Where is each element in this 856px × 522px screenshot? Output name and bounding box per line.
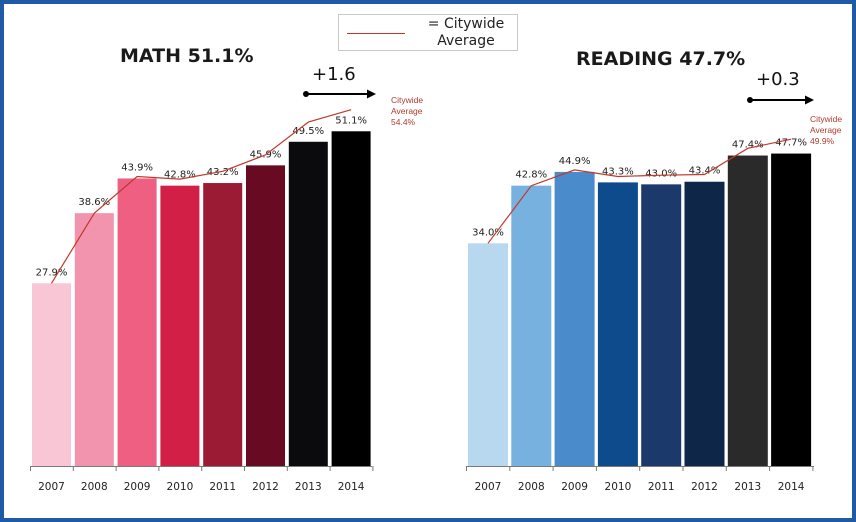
- reading-value-label: 34.0%: [472, 227, 504, 238]
- reading-x-tick-label: 2014: [778, 481, 805, 493]
- reading-citywide-line: [487, 138, 792, 244]
- math-x-tick-label: 2008: [81, 481, 108, 493]
- math-bar-2014: [331, 131, 371, 467]
- math-x-tick-label: 2009: [124, 481, 151, 493]
- math-citywide-label: Citywide: [391, 95, 423, 105]
- reading-value-label: 43.3%: [602, 166, 634, 177]
- math-x-tick-label: 2010: [167, 481, 194, 493]
- math-bar-2008: [74, 213, 114, 466]
- math-change-arrowhead: [367, 89, 376, 99]
- math-bar-2010: [160, 185, 200, 466]
- reading-value-label: 44.9%: [559, 156, 591, 167]
- math-value-label: 51.1%: [335, 115, 367, 126]
- reading-bar-2008: [511, 185, 552, 466]
- reading-x-tick-label: 2011: [648, 481, 675, 493]
- math-value-label: 43.2%: [207, 167, 239, 178]
- reading-bar-2009: [554, 171, 595, 466]
- math-change-label: +1.6: [312, 64, 356, 85]
- reading-x-tick-label: 2009: [561, 481, 588, 493]
- reading-citywide-label: Citywide: [810, 114, 842, 124]
- reading-x-tick-label: 2007: [475, 481, 502, 493]
- math-value-label: 38.6%: [78, 197, 110, 208]
- math-bar-2011: [203, 183, 243, 467]
- math-value-label: 27.9%: [36, 267, 68, 278]
- reading-chart: 34.0% 2007 42.8% 2008 44.9% 2009 43.3% 2010 43.0…: [466, 95, 842, 493]
- math-x-tick-label: 2014: [338, 481, 365, 493]
- math-chart: 27.9% 2007 38.6% 2008 43.9% 2009 42.8% 2010 43.2…: [30, 89, 423, 493]
- reading-x-tick-label: 2012: [691, 481, 718, 493]
- reading-value-label: 42.8%: [515, 170, 547, 181]
- reading-bar-2014: [771, 153, 812, 466]
- math-citywide-label: Average: [391, 106, 423, 116]
- reading-bar-2010: [597, 182, 638, 466]
- reading-bar-2012: [684, 181, 725, 467]
- reading-value-label: 43.4%: [689, 166, 721, 177]
- reading-chart-title: READING 47.7%: [576, 48, 746, 70]
- reading-value-label: 47.4%: [732, 140, 764, 151]
- math-x-tick-label: 2013: [295, 481, 322, 493]
- math-bar-2013: [288, 141, 328, 466]
- math-x-tick-label: 2007: [38, 481, 65, 493]
- reading-citywide-label: 49.9%: [810, 136, 835, 146]
- reading-value-label: 47.7%: [775, 138, 807, 149]
- math-citywide-line: [50, 109, 352, 284]
- math-x-tick-label: 2011: [209, 481, 236, 493]
- math-chart-title: MATH 51.1%: [120, 45, 254, 67]
- math-value-label: 49.5%: [292, 126, 324, 137]
- legend-line-swatch: [347, 33, 405, 34]
- reading-x-tick-label: 2013: [734, 481, 761, 493]
- reading-citywide-label: Average: [810, 125, 842, 135]
- math-bar-2009: [117, 178, 157, 466]
- reading-x-tick-label: 2008: [518, 481, 545, 493]
- reading-value-label: 43.0%: [645, 168, 677, 179]
- reading-bar-2013: [727, 155, 768, 466]
- reading-bar-2011: [641, 184, 682, 466]
- reading-x-tick-label: 2010: [605, 481, 632, 493]
- legend-label: = Citywide Average: [427, 16, 505, 49]
- math-x-tick-label: 2012: [252, 481, 279, 493]
- math-bar-2007: [32, 283, 71, 466]
- math-bar-2012: [246, 165, 285, 467]
- reading-bar-2007: [468, 243, 508, 466]
- math-citywide-label: 54.4%: [391, 117, 416, 127]
- math-value-label: 43.9%: [121, 162, 153, 173]
- math-value-label: 42.8%: [164, 170, 196, 181]
- reading-change-label: +0.3: [756, 69, 800, 90]
- legend: = Citywide Average: [338, 14, 518, 51]
- reading-change-arrowhead: [805, 95, 814, 105]
